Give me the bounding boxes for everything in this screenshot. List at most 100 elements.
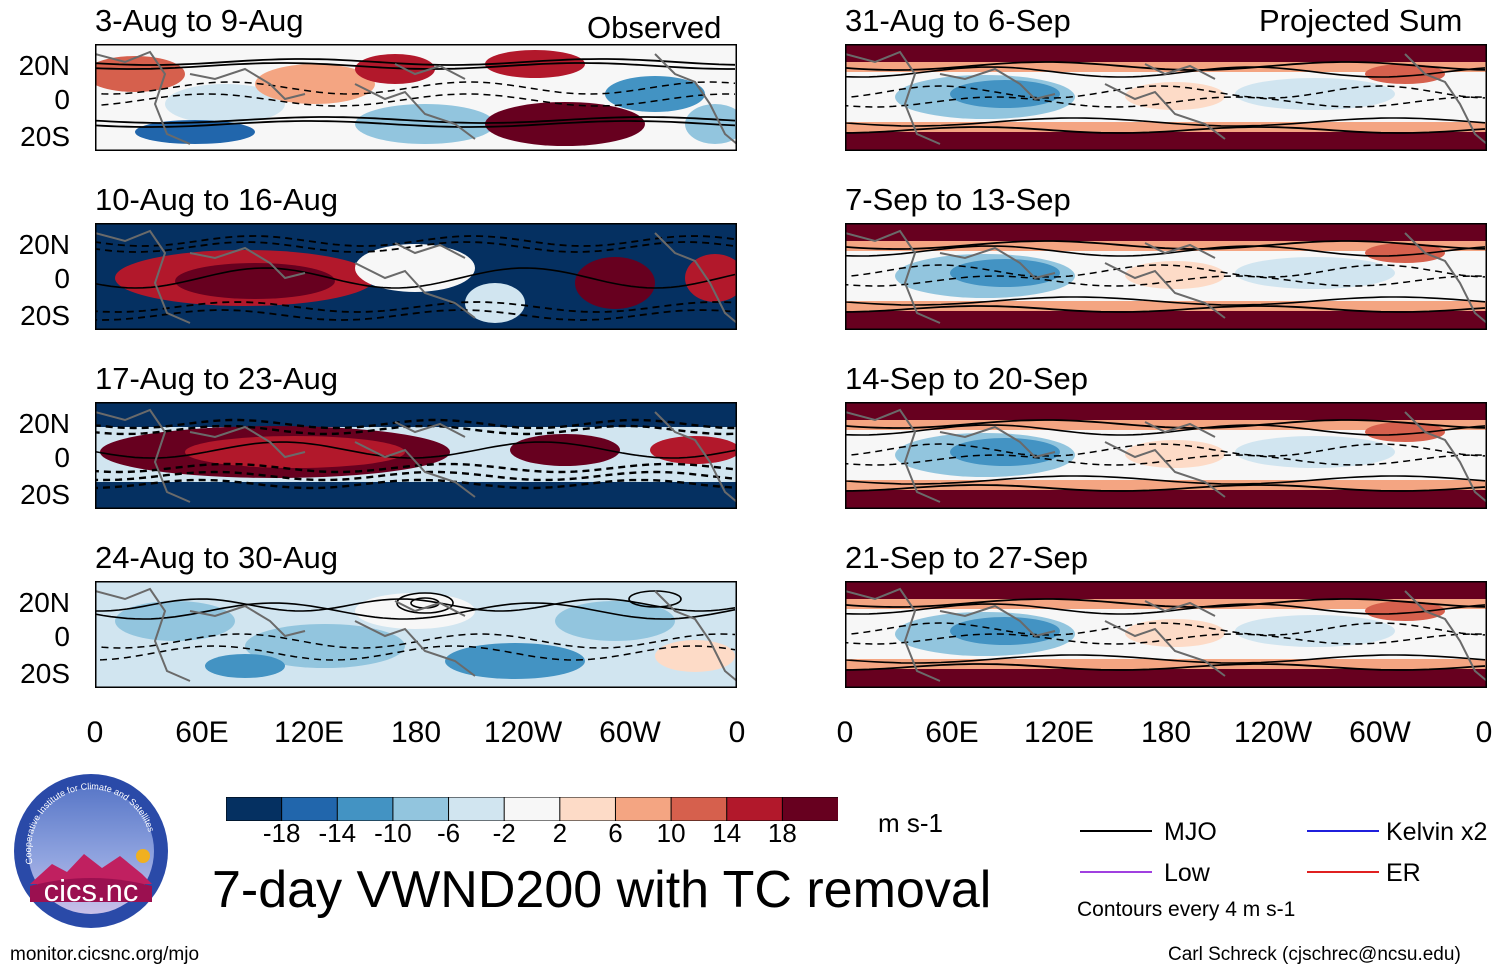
anomaly-blob (1365, 64, 1445, 84)
chart-title: 7-day VWND200 with TC removal (212, 861, 992, 919)
contour-positive (95, 602, 736, 620)
coastline (189, 425, 306, 459)
x-tick-label: 0 (728, 716, 746, 749)
anomaly-blob (555, 601, 675, 641)
coastline (654, 53, 737, 145)
colorbar-swatch (726, 797, 784, 821)
coastline (95, 50, 191, 145)
panel-border (845, 402, 1487, 509)
contour-positive (845, 117, 1486, 127)
anomaly-blob (1235, 257, 1395, 289)
contour-positive (95, 58, 736, 66)
colorbar-tick-label: -14 (318, 818, 357, 848)
panel-border (95, 44, 737, 151)
coastline (394, 242, 466, 259)
anomaly-band (845, 134, 1487, 151)
coastline (354, 262, 476, 319)
contour-positive (845, 603, 1486, 615)
y-tick-label: 20N (18, 229, 70, 260)
panel-border (95, 402, 737, 509)
anomaly-blob (445, 643, 585, 679)
panel-title: 14-Sep to 20-Sep (845, 361, 1089, 396)
contour-negative (95, 81, 736, 95)
x-tick-label: 0 (836, 716, 854, 749)
contour-positive (845, 598, 1486, 608)
coastline (939, 604, 1056, 638)
contour-negative (845, 622, 1486, 636)
anomaly-blob (175, 263, 335, 299)
contour-negative (95, 633, 736, 649)
contour-negative (845, 85, 1486, 99)
coastline (845, 587, 941, 682)
projected-sum-label: Projected Sum (1259, 3, 1463, 38)
logo-text: cics.nc (44, 873, 139, 908)
y-tick-label: 20S (20, 121, 70, 152)
coastline (939, 246, 1056, 280)
x-tick-label: 0 (86, 716, 104, 749)
anomaly-blob (1235, 78, 1395, 110)
legend-label: MJO (1164, 818, 1217, 846)
colorbar-tick-label: 10 (656, 818, 686, 848)
legend-label: Low (1164, 859, 1210, 887)
anomaly-blob (655, 640, 735, 672)
map-panel-24-aug (95, 581, 737, 688)
anomaly-blob (1365, 422, 1445, 442)
coastline (845, 408, 941, 503)
coastline (654, 590, 737, 682)
map-panel-21-sep (845, 581, 1487, 688)
contour-positive (845, 484, 1486, 492)
map-layer (845, 402, 1487, 509)
panel-border (845, 223, 1487, 330)
panel-border (95, 223, 737, 330)
panel-border (845, 581, 1487, 688)
coastline (1144, 421, 1216, 438)
map-layer (845, 44, 1487, 151)
anomaly-blob (1365, 243, 1445, 263)
colorbar-tick-label: 14 (712, 818, 742, 848)
coastline (1144, 242, 1216, 259)
x-tick-label: 60W (599, 716, 661, 749)
coastline (189, 604, 306, 638)
colorbar-swatch (559, 797, 617, 821)
coastline (1104, 262, 1226, 319)
contour-positive (845, 475, 1486, 485)
panel-title: 7-Sep to 13-Sep (845, 182, 1071, 217)
anomaly-blob (950, 617, 1060, 645)
contour-positive (845, 126, 1486, 134)
coastline (654, 411, 737, 503)
panel-title: 3-Aug to 9-Aug (95, 3, 304, 38)
contour-positive (845, 663, 1486, 671)
panel-title: 17-Aug to 23-Aug (95, 361, 339, 396)
contour-positive (845, 296, 1486, 306)
contour-positive (845, 240, 1486, 250)
contour-positive (845, 419, 1486, 429)
colorbar-tick-label: -10 (374, 818, 412, 848)
anomaly-band (845, 492, 1487, 509)
legend-label: ER (1386, 859, 1421, 887)
coastline (354, 83, 476, 140)
map-layer (95, 581, 737, 688)
contour-negative (95, 424, 736, 436)
y-tick-label: 0 (54, 442, 70, 473)
y-tick-label: 0 (54, 621, 70, 652)
panel-title: 24-Aug to 30-Aug (95, 540, 339, 575)
map-panel-31-aug (845, 44, 1487, 151)
contour-positive (845, 66, 1486, 78)
colorbar-tick-label: -6 (436, 818, 461, 848)
x-tick-label: 60E (925, 716, 979, 749)
y-tick-label: 20N (18, 587, 70, 618)
y-tick-label: 20N (18, 408, 70, 439)
coastline (654, 232, 737, 324)
map-panel-14-sep (845, 402, 1487, 509)
map-panel-10-aug (95, 223, 737, 330)
contour-positive (95, 598, 736, 612)
map-panel-7-sep (845, 223, 1487, 330)
anomaly-band (845, 671, 1487, 688)
contour-negative (95, 93, 736, 107)
coastline (189, 67, 306, 101)
y-tick-label: 0 (54, 84, 70, 115)
legend-line-mjo (1080, 830, 1152, 832)
anomaly-blob (1235, 615, 1395, 647)
coastline (394, 600, 466, 617)
contour-positive (845, 305, 1486, 313)
